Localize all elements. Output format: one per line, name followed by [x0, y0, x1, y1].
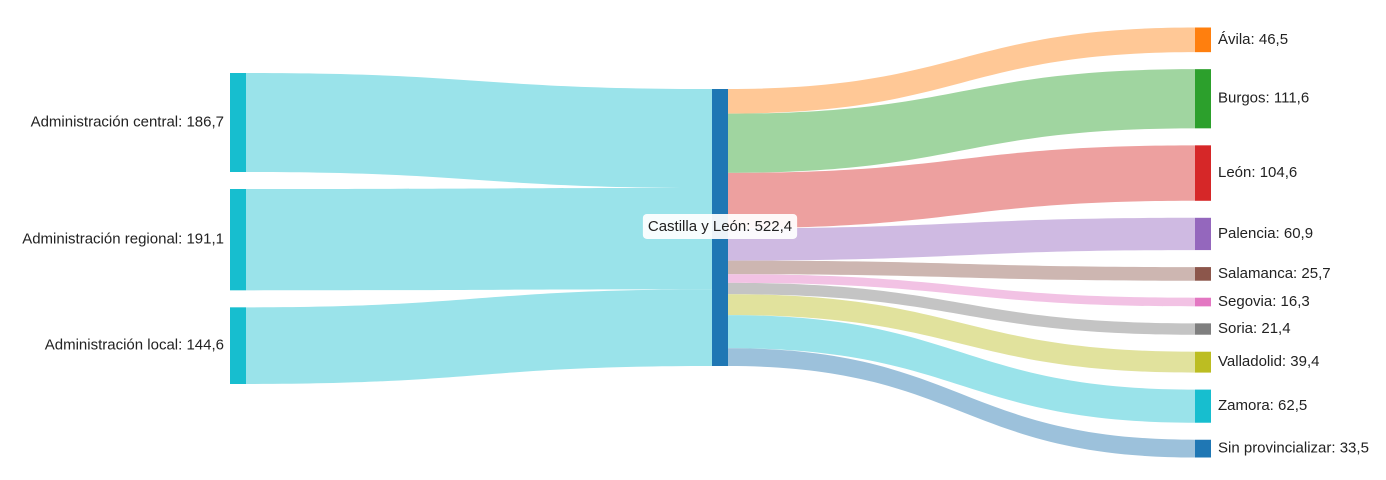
label-zamora: Zamora: 62,5 [1218, 397, 1307, 414]
link-zamora [728, 315, 1195, 423]
label-administracion-central: Administración central: 186,7 [31, 113, 224, 130]
link-sin-provincializar [728, 348, 1195, 458]
label-leon: León: 104,6 [1218, 164, 1297, 181]
label-sin-provincializar: Sin provincializar: 33,5 [1218, 440, 1369, 457]
link-salamanca [728, 260, 1195, 281]
node-administracion-central [230, 73, 246, 172]
link-segovia [728, 274, 1195, 307]
link-valladolid [728, 294, 1195, 373]
node-zamora [1195, 389, 1211, 423]
node-salamanca [1195, 267, 1211, 281]
link-palencia [728, 217, 1195, 261]
node-sin-provincializar [1195, 439, 1211, 458]
node-soria [1195, 323, 1211, 335]
label-palencia: Palencia: 60,9 [1218, 225, 1313, 242]
link-avila [728, 27, 1195, 114]
link-leon [728, 145, 1195, 229]
node-burgos [1195, 69, 1211, 129]
node-avila [1195, 27, 1211, 53]
link-soria [728, 282, 1195, 335]
link-administracion-local [246, 289, 712, 384]
node-administracion-local [230, 307, 246, 384]
link-administracion-regional [246, 187, 712, 291]
label-salamanca: Salamanca: 25,7 [1218, 265, 1331, 282]
sankey-labels: Administración central: 186,7 Administrac… [22, 31, 1369, 457]
label-segovia: Segovia: 16,3 [1218, 293, 1310, 310]
label-soria: Soria: 21,4 [1218, 320, 1291, 337]
sankey-links [246, 27, 1195, 458]
label-administracion-local: Administración local: 144,6 [45, 337, 224, 354]
hub-label-background [642, 213, 798, 239]
node-valladolid [1195, 351, 1211, 373]
node-administracion-regional [230, 188, 246, 291]
label-avila: Ávila: 46,5 [1218, 31, 1288, 48]
link-burgos [728, 69, 1195, 173]
label-burgos: Burgos: 111,6 [1218, 90, 1309, 107]
label-administracion-regional: Administración regional: 191,1 [22, 231, 224, 248]
node-palencia [1195, 217, 1211, 251]
link-administracion-central [246, 73, 712, 188]
label-castilla-y-leon: Castilla y León: 522,4 [648, 218, 792, 235]
node-leon [1195, 145, 1211, 201]
node-segovia [1195, 297, 1211, 307]
label-valladolid: Valladolid: 39,4 [1218, 353, 1319, 370]
